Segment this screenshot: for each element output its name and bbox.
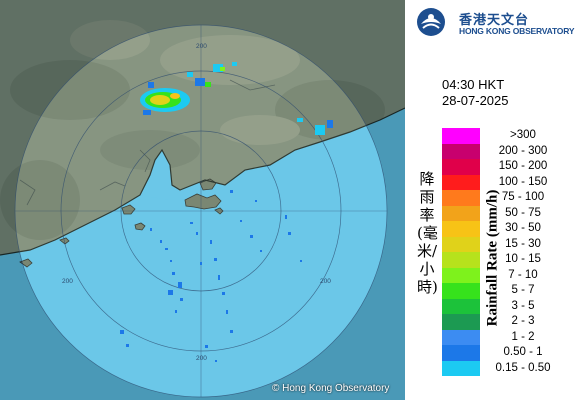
range-label-north: 200: [196, 43, 207, 50]
legend-label: 5 - 7: [511, 284, 535, 296]
legend-label: 30 - 50: [505, 222, 541, 234]
copyright-notice: © Hong Kong Observatory: [272, 383, 390, 394]
legend-label: 50 - 75: [505, 206, 541, 219]
range-crosshair: [15, 25, 387, 397]
observatory-logo: 香港天文台 HONG KONG OBSERVATORY: [415, 6, 575, 38]
legend-swatch: [442, 252, 480, 268]
legend-panel: 香港天文台 HONG KONG OBSERVATORY 04:30 HKT 28…: [405, 0, 577, 400]
legend-swatch: [442, 128, 480, 144]
legend-swatch: [442, 298, 480, 314]
legend-title-english: Rainfall Rate (mm/h): [484, 189, 501, 327]
range-label-west: 200: [62, 278, 73, 285]
estuary: [140, 150, 172, 200]
legend-swatch: [442, 143, 480, 159]
legend-label: 100 - 150: [498, 175, 548, 188]
legend-label: 0.15 - 0.50: [495, 361, 551, 374]
range-label-south: 200: [196, 355, 207, 362]
coastline: [0, 107, 405, 256]
scattered-echoes: [120, 190, 302, 362]
legend-label: 15 - 30: [505, 237, 541, 250]
legend-labels: >300 200 - 300 150 - 200 100 - 150 75 - 100 5…: [483, 128, 563, 376]
legend-label: 150 - 200: [498, 160, 548, 172]
logo-text-chinese: 香港天文台: [459, 13, 530, 28]
legend-label: 0.50 - 1: [503, 346, 543, 358]
range-label-east: 200: [320, 278, 331, 285]
legend-title-chinese: 降雨率(毫米/小時): [417, 170, 438, 296]
legend-swatch: [442, 267, 480, 283]
observatory-emblem-icon: [417, 8, 445, 36]
legend-swatch: [442, 360, 480, 376]
legend-label: 1 - 2: [511, 330, 535, 343]
legend-label: 7 - 10: [508, 268, 538, 281]
date-text: 28-07-2025: [442, 93, 509, 108]
legend-swatch: [442, 190, 480, 206]
time-text: 04:30 HKT: [442, 77, 505, 92]
legend-label: >300: [510, 129, 536, 141]
legend-label: 10 - 15: [505, 253, 541, 265]
legend-swatch: [442, 345, 480, 361]
legend-label: 75 - 100: [501, 191, 545, 203]
legend-label: 200 - 300: [498, 144, 548, 157]
legend-swatch: [442, 221, 480, 237]
legend-swatch: [442, 314, 480, 330]
legend-swatch: [442, 236, 480, 252]
legend-label: 3 - 5: [511, 299, 535, 312]
legend-swatches: [442, 128, 480, 376]
logo-text-english: HONG KONG OBSERVATORY: [459, 26, 575, 36]
timestamp: 04:30 HKT 28-07-2025: [442, 77, 509, 109]
legend-swatch: [442, 329, 480, 345]
legend-swatch: [442, 174, 480, 190]
legend-swatch: [442, 283, 480, 299]
legend-swatch: [442, 159, 480, 175]
legend-swatch: [442, 205, 480, 221]
rain-echoes: [140, 62, 333, 135]
radar-map: 200 200 200 200 © Hong Kong Observatory: [0, 0, 405, 400]
river-lines: [19, 79, 276, 206]
legend-label: 2 - 3: [511, 315, 535, 327]
sea-area: [0, 108, 405, 400]
